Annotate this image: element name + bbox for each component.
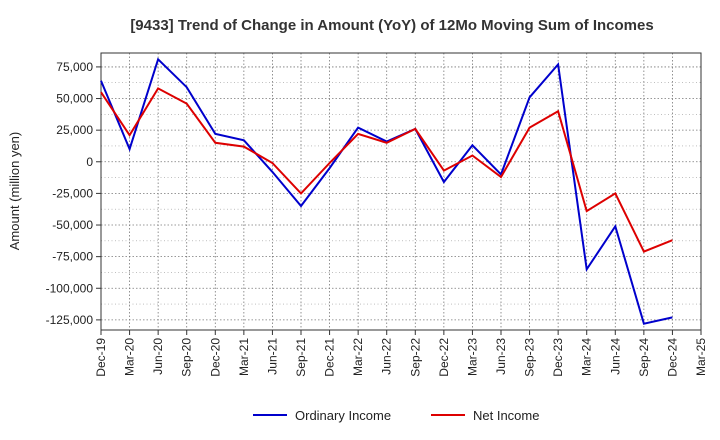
ordinary-income-line [100, 57, 673, 325]
x-tick-label: Mar-20 [123, 338, 137, 376]
x-tick-label: Sep-20 [180, 338, 194, 377]
x-tick-label: Jun-20 [151, 338, 165, 375]
x-tick-label: Mar-25 [694, 338, 708, 376]
x-tick-label: Dec-20 [208, 338, 222, 377]
x-tick-label: Sep-24 [637, 338, 651, 377]
legend-label-net-income: Net Income [473, 408, 539, 423]
x-tick-label: Mar-22 [351, 338, 365, 376]
plot-frame [100, 52, 702, 331]
x-tick-label: Sep-21 [294, 338, 308, 377]
y-axis-label: Amount (million yen) [7, 132, 22, 251]
x-tick-label: Jun-24 [608, 338, 622, 375]
axes: Dec-19 Mar-20 Jun-20 Sep-20 Dec-20 Mar-21 Jun-… [46, 52, 708, 377]
y-tick-label: -100,000 [46, 281, 94, 295]
legend: Ordinary Income Net Income [253, 408, 539, 423]
x-tick-label: Jun-23 [494, 338, 508, 375]
x-tick-label: Jun-22 [380, 338, 394, 375]
x-tick-label: Mar-24 [580, 338, 594, 376]
x-tick-label: Mar-21 [237, 338, 251, 376]
chart-title: [9433] Trend of Change in Amount (YoY) o… [130, 17, 653, 34]
x-tick-label: Sep-23 [523, 338, 537, 377]
series-lines [100, 57, 673, 325]
y-tick-label: -50,000 [52, 218, 93, 232]
y-tick-label: -125,000 [46, 313, 94, 327]
y-tick-label: 75,000 [56, 60, 93, 74]
legend-label-ordinary-income: Ordinary Income [295, 408, 391, 423]
net-income-line [100, 87, 673, 253]
y-tick-label: -25,000 [52, 186, 93, 200]
y-tick-label: 50,000 [56, 92, 93, 106]
x-tick-label: Dec-19 [94, 338, 108, 377]
x-tick-label: Mar-23 [465, 338, 479, 376]
y-tick-label: 0 [86, 155, 93, 169]
x-tick-label: Dec-24 [665, 338, 679, 377]
x-tick-label: Sep-22 [408, 338, 422, 377]
x-tick-label: Dec-21 [323, 338, 337, 377]
y-tick-label: 25,000 [56, 123, 93, 137]
grid [101, 53, 701, 330]
x-tick-label: Dec-23 [551, 338, 565, 377]
y-tick-label: -75,000 [52, 250, 93, 264]
x-tick-label: Jun-21 [265, 338, 279, 375]
x-tick-label: Dec-22 [437, 338, 451, 377]
